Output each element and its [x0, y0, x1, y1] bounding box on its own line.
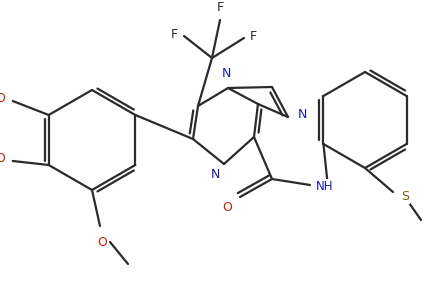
Text: O: O	[0, 152, 5, 166]
Text: N: N	[211, 168, 220, 181]
Text: N: N	[298, 109, 307, 121]
Text: S: S	[401, 190, 409, 202]
Text: O: O	[222, 201, 232, 214]
Text: O: O	[97, 236, 107, 249]
Text: O: O	[0, 93, 5, 105]
Text: NH: NH	[316, 180, 334, 194]
Text: N: N	[221, 67, 230, 80]
Text: F: F	[171, 27, 178, 41]
Text: F: F	[250, 29, 257, 43]
Text: F: F	[216, 1, 224, 14]
